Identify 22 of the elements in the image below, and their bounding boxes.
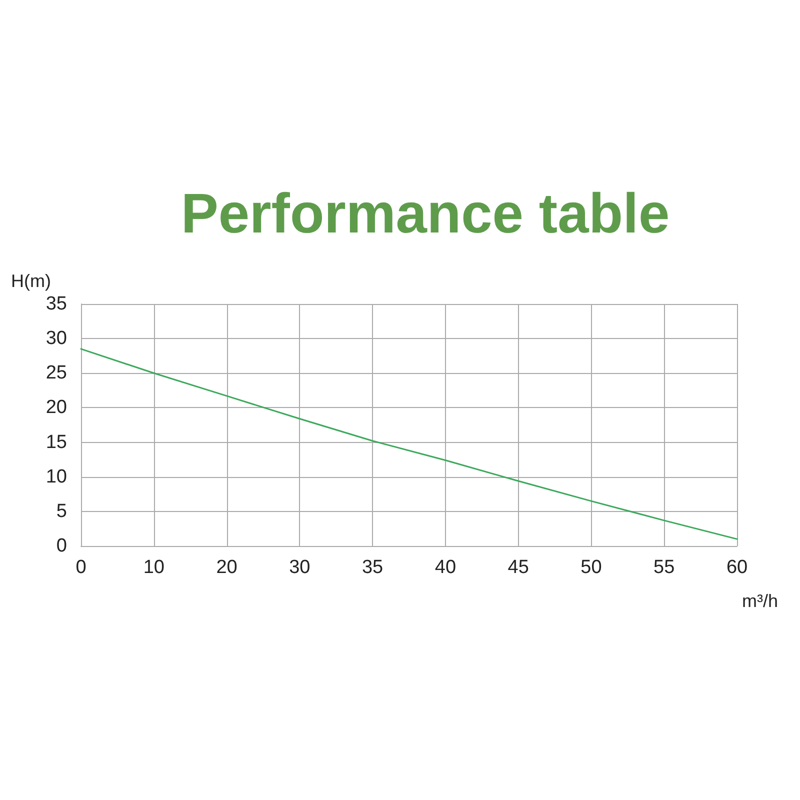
y-tick-label: 5 xyxy=(56,500,67,522)
y-tick-label: 0 xyxy=(56,536,67,556)
x-tick-label: 0 xyxy=(76,557,86,578)
y-tick-label: 20 xyxy=(46,397,67,418)
x-tick-label: 10 xyxy=(143,557,164,578)
x-tick-label: 55 xyxy=(654,557,675,578)
y-tick-label: 25 xyxy=(46,362,67,384)
x-tick-label: 50 xyxy=(580,557,602,578)
line-series xyxy=(80,348,738,540)
y-tick-label: 30 xyxy=(46,328,67,350)
y-tick-label: 15 xyxy=(46,432,67,453)
y-axis-title: H(m) xyxy=(11,271,51,291)
x-tick-label: 40 xyxy=(434,557,456,578)
y-tick-label: 10 xyxy=(46,466,67,488)
x-tick-label: 35 xyxy=(362,557,384,578)
x-tick-label: 60 xyxy=(726,557,748,578)
x-axis-title: m³/h xyxy=(742,591,778,611)
chart-title: Performance table xyxy=(181,182,670,244)
y-tick-label: 35 xyxy=(46,294,67,314)
x-tick-label: 20 xyxy=(216,557,238,578)
x-tick-label: 30 xyxy=(289,557,310,578)
x-tick-label: 45 xyxy=(508,557,529,578)
